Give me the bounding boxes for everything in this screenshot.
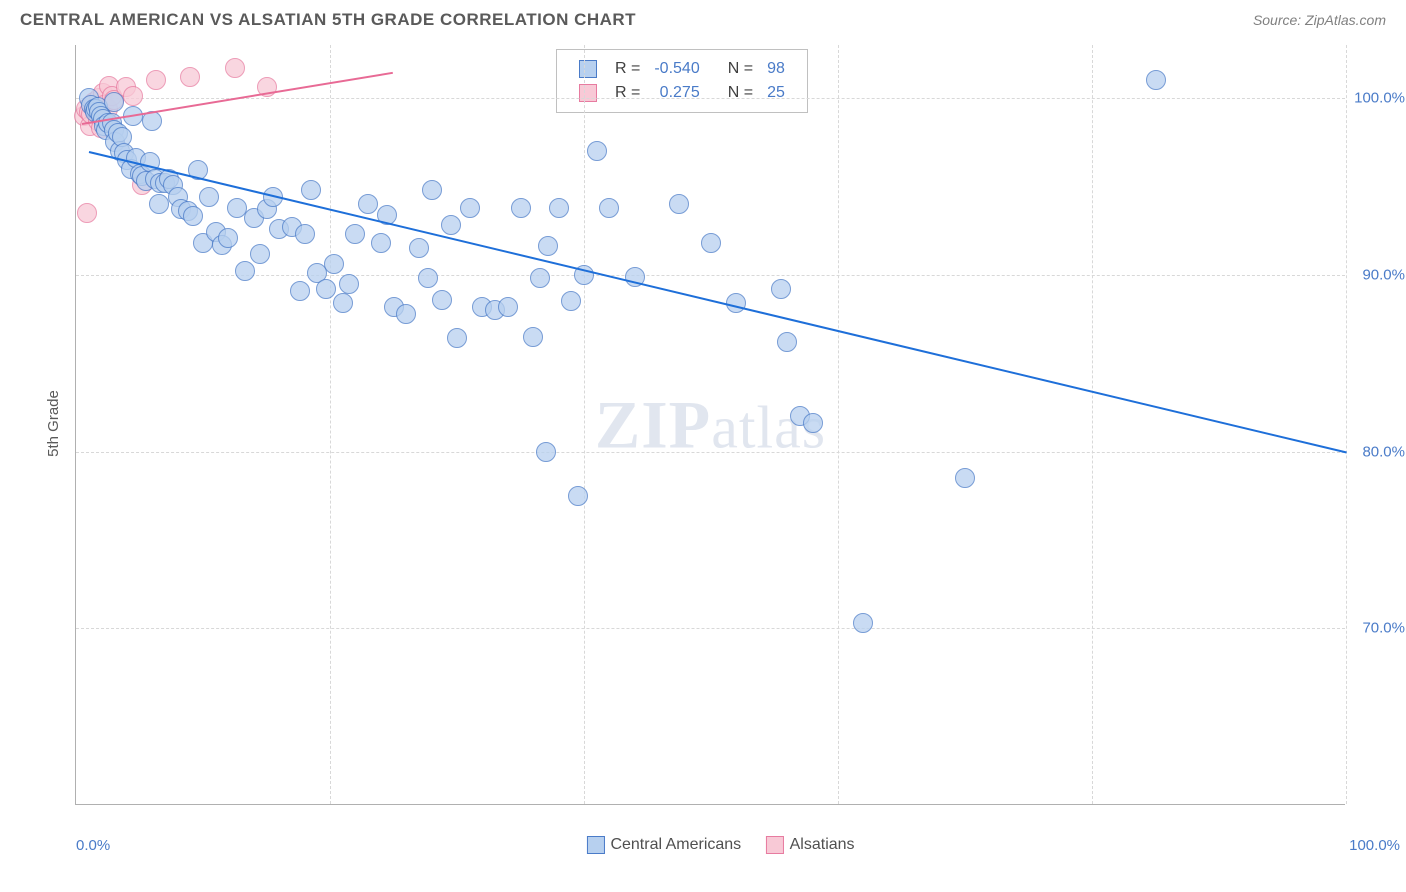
y-tick-label: 90.0%: [1350, 266, 1405, 283]
y-axis-label: 5th Grade: [45, 390, 62, 457]
plot-area: ZIPatlas R = -0.540 N = 98 R = 0.275 N =: [75, 45, 1345, 805]
swatch-series2: [579, 84, 597, 102]
point-central-americans: [568, 486, 588, 506]
y-tick-label: 80.0%: [1350, 443, 1405, 460]
point-central-americans: [183, 206, 203, 226]
y-tick-label: 100.0%: [1350, 90, 1405, 107]
point-central-americans: [536, 442, 556, 462]
point-central-americans: [149, 194, 169, 214]
point-central-americans: [333, 293, 353, 313]
point-central-americans: [324, 254, 344, 274]
point-alsatians: [180, 67, 200, 87]
regression-line-central-americans: [88, 151, 1346, 453]
gridline-v: [1092, 45, 1093, 804]
gridline-v: [1346, 45, 1347, 804]
point-central-americans: [235, 261, 255, 281]
point-central-americans: [669, 194, 689, 214]
gridline-h: [76, 98, 1345, 99]
point-central-americans: [561, 291, 581, 311]
bottom-legend: Central Americans Alsatians: [566, 836, 854, 854]
source-name: ZipAtlas.com: [1305, 12, 1386, 28]
point-central-americans: [418, 268, 438, 288]
point-central-americans: [422, 180, 442, 200]
gridline-h: [76, 628, 1345, 629]
swatch-series1: [579, 60, 597, 78]
point-central-americans: [538, 236, 558, 256]
x-tick-label-max: 100.0%: [1349, 837, 1400, 854]
r-label-1: R =: [609, 58, 646, 80]
point-alsatians: [77, 203, 97, 223]
x-tick-label-min: 0.0%: [76, 837, 110, 854]
point-central-americans: [218, 228, 238, 248]
point-alsatians: [146, 70, 166, 90]
point-central-americans: [432, 290, 452, 310]
point-central-americans: [955, 468, 975, 488]
gridline-v: [330, 45, 331, 804]
point-central-americans: [295, 224, 315, 244]
point-central-americans: [250, 244, 270, 264]
point-central-americans: [409, 238, 429, 258]
point-central-americans: [104, 92, 124, 112]
point-alsatians: [225, 58, 245, 78]
n-value-1: 98: [761, 58, 791, 80]
gridline-h: [76, 275, 1345, 276]
point-central-americans: [701, 233, 721, 253]
source-prefix: Source:: [1253, 12, 1305, 28]
point-alsatians: [123, 86, 143, 106]
point-central-americans: [290, 281, 310, 301]
point-central-americans: [511, 198, 531, 218]
swatch-central-americans: [586, 836, 604, 854]
y-tick-label: 70.0%: [1350, 620, 1405, 637]
point-central-americans: [345, 224, 365, 244]
point-central-americans: [530, 268, 550, 288]
swatch-alsatians: [766, 836, 784, 854]
point-central-americans: [441, 215, 461, 235]
point-central-americans: [498, 297, 518, 317]
stats-row-series1: R = -0.540 N = 98: [573, 58, 791, 80]
point-central-americans: [803, 413, 823, 433]
gridline-v: [584, 45, 585, 804]
source-attribution: Source: ZipAtlas.com: [1253, 12, 1386, 28]
point-central-americans: [777, 332, 797, 352]
r-label-2: R =: [609, 82, 646, 104]
chart-title: CENTRAL AMERICAN VS ALSATIAN 5TH GRADE C…: [20, 10, 636, 30]
n-label-1: N =: [722, 58, 759, 80]
n-label-2: N =: [722, 82, 759, 104]
legend-label-2: Alsatians: [790, 836, 855, 853]
point-central-americans: [301, 180, 321, 200]
point-central-americans: [199, 187, 219, 207]
point-central-americans: [460, 198, 480, 218]
point-central-americans: [853, 613, 873, 633]
r-value-1: -0.540: [648, 58, 705, 80]
header: CENTRAL AMERICAN VS ALSATIAN 5TH GRADE C…: [0, 0, 1406, 35]
point-central-americans: [587, 141, 607, 161]
gridline-v: [838, 45, 839, 804]
point-central-americans: [523, 327, 543, 347]
stats-legend: R = -0.540 N = 98 R = 0.275 N = 25: [556, 49, 808, 113]
legend-label-1: Central Americans: [610, 836, 741, 853]
point-central-americans: [358, 194, 378, 214]
r-value-2: 0.275: [648, 82, 705, 104]
point-central-americans: [371, 233, 391, 253]
point-central-americans: [771, 279, 791, 299]
point-central-americans: [549, 198, 569, 218]
point-central-americans: [339, 274, 359, 294]
point-central-americans: [599, 198, 619, 218]
point-central-americans: [396, 304, 416, 324]
point-central-americans: [316, 279, 336, 299]
gridline-h: [76, 452, 1345, 453]
point-central-americans: [447, 328, 467, 348]
point-central-americans: [1146, 70, 1166, 90]
stats-row-series2: R = 0.275 N = 25: [573, 82, 791, 104]
n-value-2: 25: [761, 82, 791, 104]
